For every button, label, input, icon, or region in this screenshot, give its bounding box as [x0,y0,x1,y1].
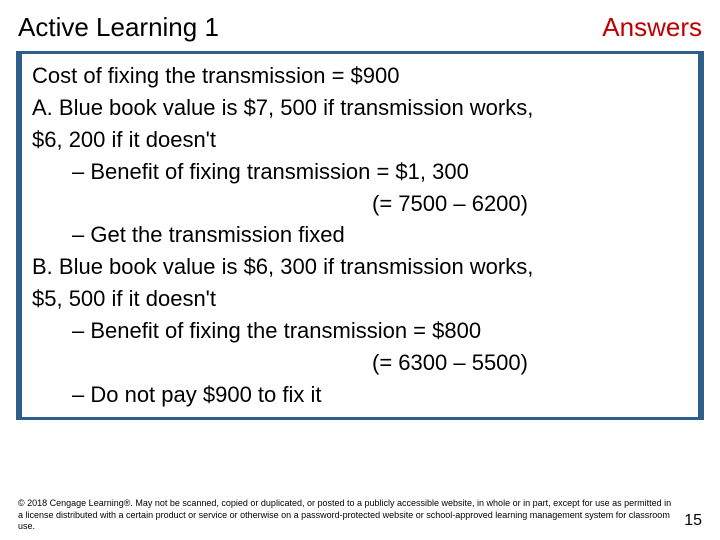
content-line: (= 7500 – 6200) [32,188,688,220]
content-line: A. Blue book value is $7, 500 if transmi… [32,92,688,124]
copyright-text: © 2018 Cengage Learning®. May not be sca… [18,498,672,532]
slide-footer: © 2018 Cengage Learning®. May not be sca… [18,498,702,532]
slide-title: Active Learning 1 [18,12,219,43]
content-frame: Cost of fixing the transmission = $900A.… [16,51,704,420]
content-line: – Benefit of fixing transmission = $1, 3… [32,156,688,188]
content-line: $6, 200 if it doesn't [32,124,688,156]
content-body: Cost of fixing the transmission = $900A.… [32,60,688,411]
content-line: $5, 500 if it doesn't [32,283,688,315]
slide-header: Active Learning 1 Answers [0,0,720,51]
content-line: – Do not pay $900 to fix it [32,379,688,411]
page-number: 15 [684,512,702,532]
content-line: Cost of fixing the transmission = $900 [32,60,688,92]
content-line: – Benefit of fixing the transmission = $… [32,315,688,347]
answers-label: Answers [602,12,702,43]
content-line: – Get the transmission fixed [32,219,688,251]
content-line: (= 6300 – 5500) [32,347,688,379]
content-line: B. Blue book value is $6, 300 if transmi… [32,251,688,283]
